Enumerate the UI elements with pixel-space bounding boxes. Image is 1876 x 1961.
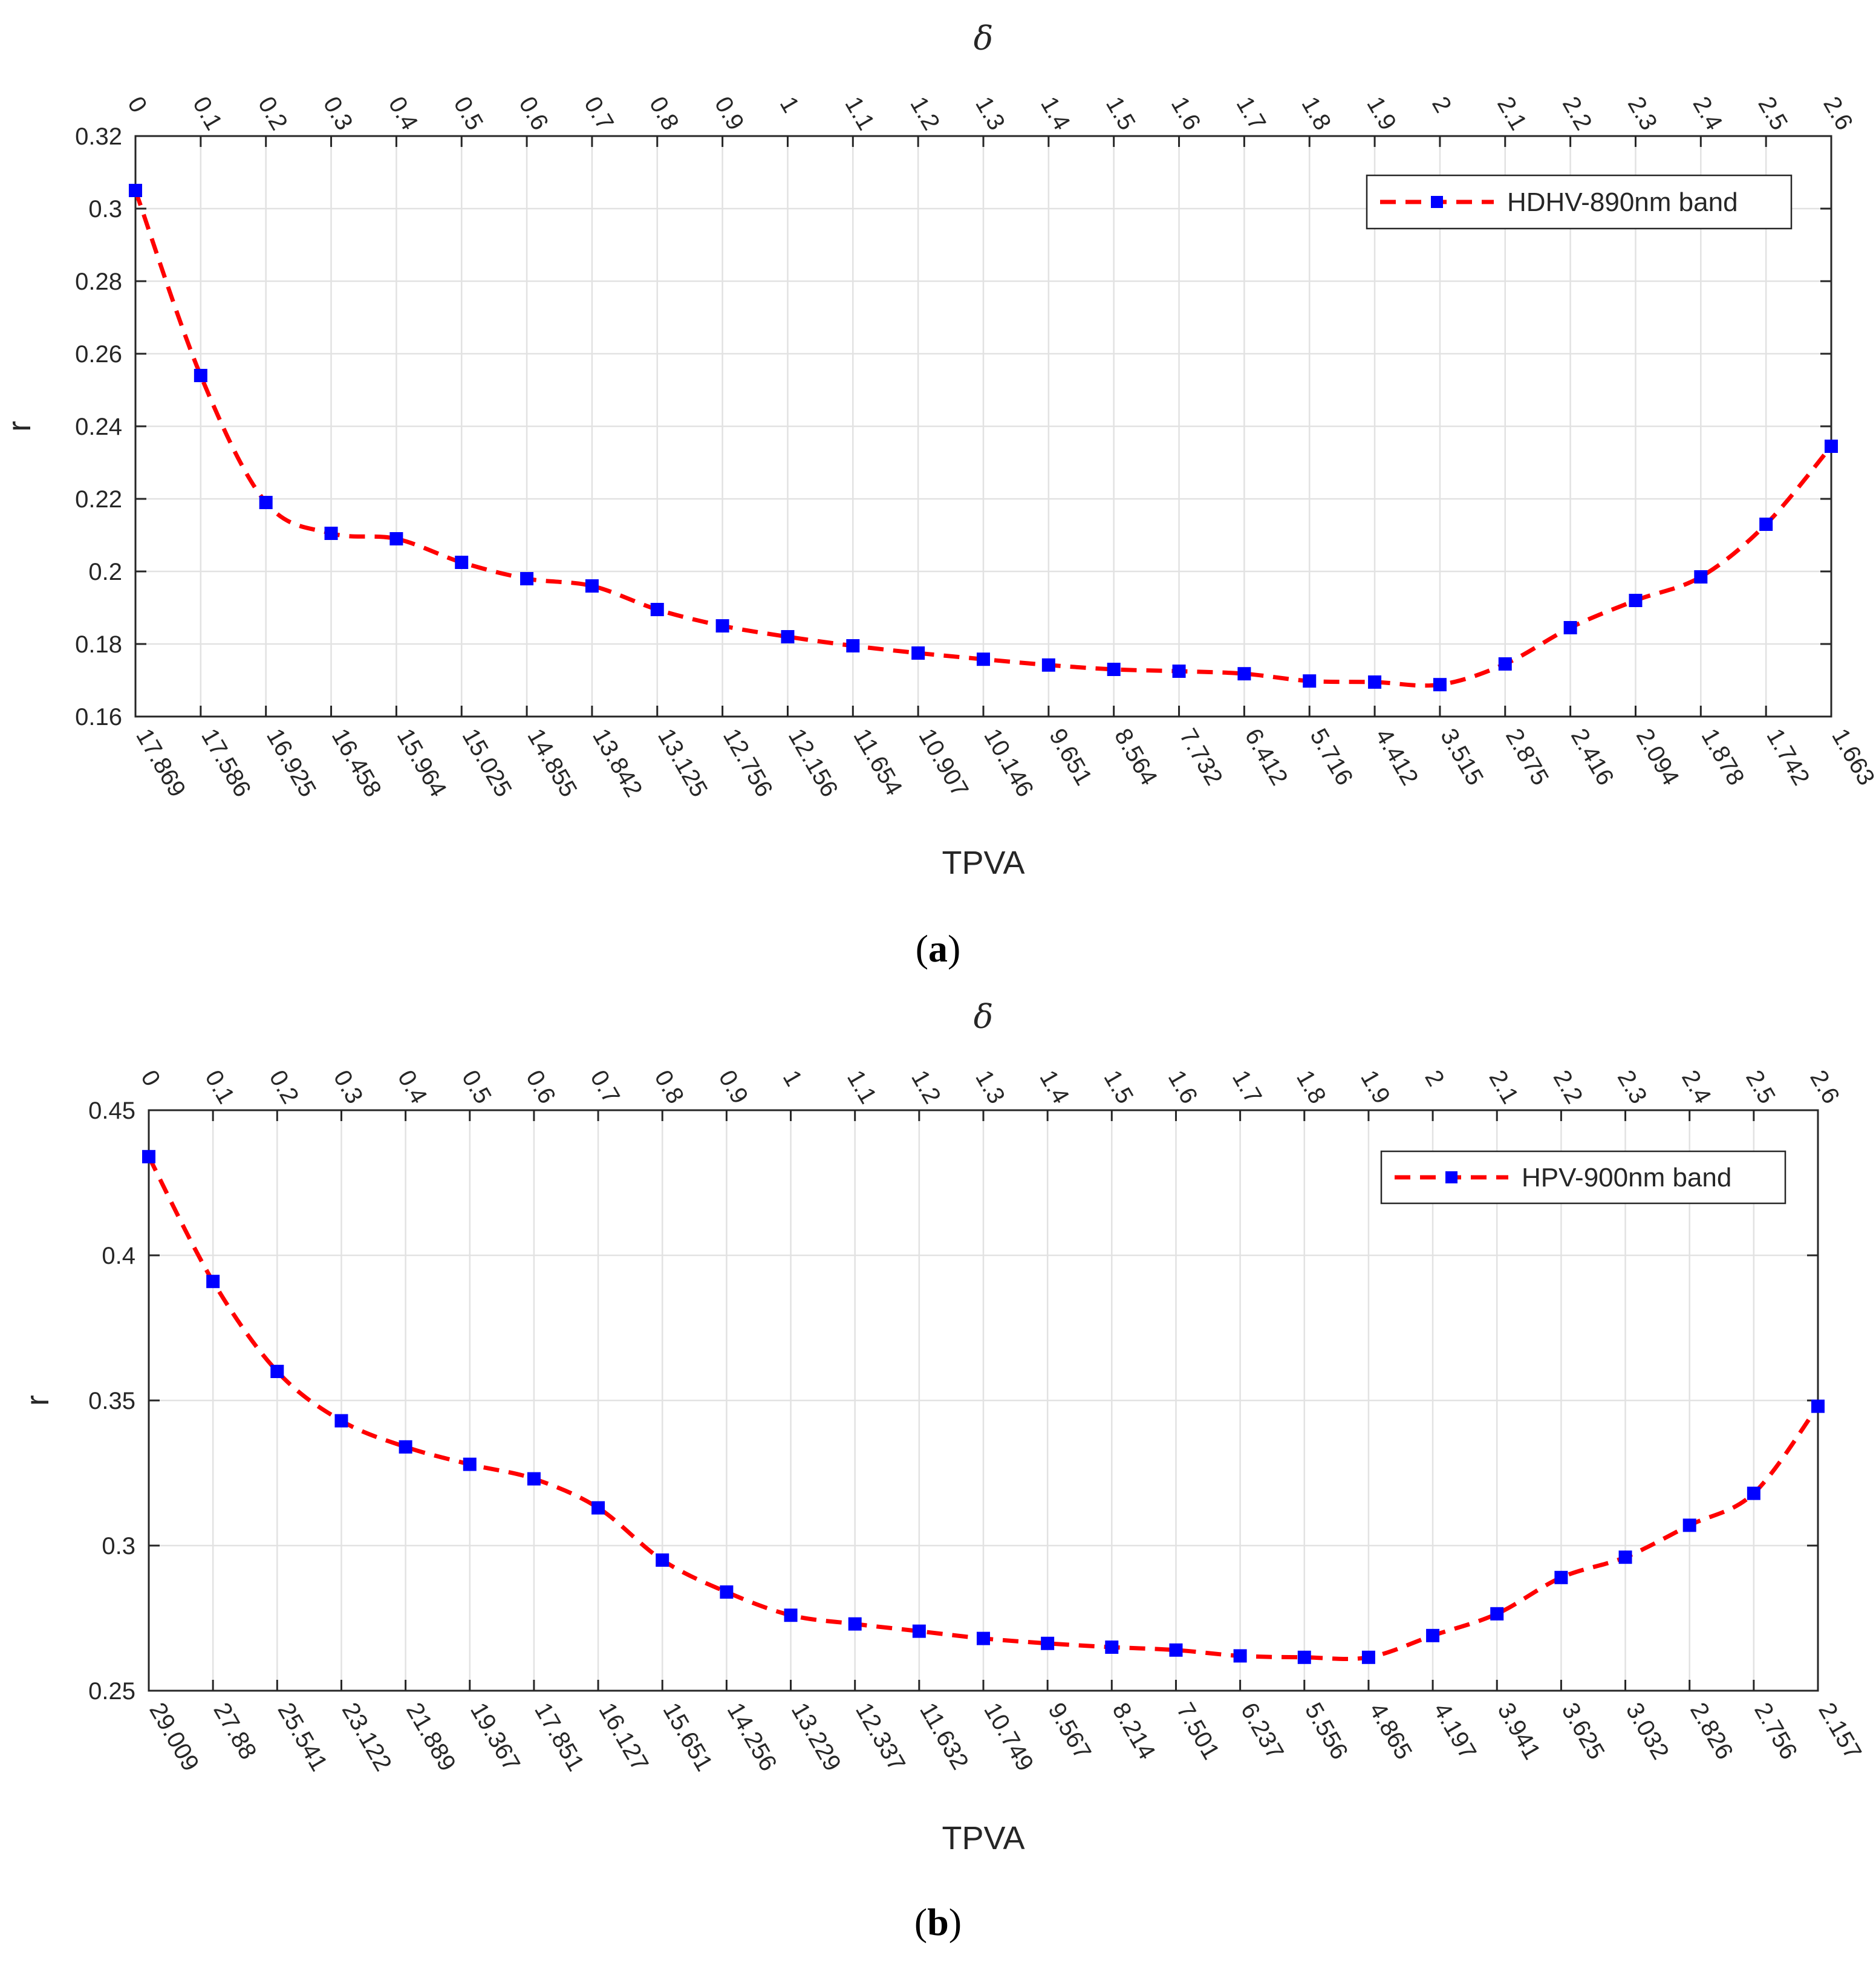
data-point-marker [206,1275,220,1289]
y-tick-labels: 0.25 0.3 0.35 0.4 0.45 [88,1098,135,1705]
data-point-marker [720,1585,734,1599]
data-point-marker [656,1553,669,1567]
y-tick-label: 0.3 [88,196,122,223]
data-point-marker [1747,1486,1760,1500]
panel-caption: (b) [914,1901,962,1943]
data-point-marker [912,1624,926,1638]
data-point-marker [324,527,338,540]
data-point-marker [911,646,925,660]
y-tick-label: 0.35 [88,1388,135,1414]
legend-marker-swatch [1431,196,1443,208]
data-point-marker [1811,1399,1825,1413]
data-point-marker [334,1414,348,1428]
data-point-marker [784,1608,798,1622]
data-point-marker [1105,1641,1119,1654]
data-point-marker [1303,674,1317,688]
y-tick-label: 0.24 [75,414,122,440]
top-axis-title: δ [974,998,994,1036]
data-point-marker [129,184,142,197]
data-point-marker [1297,1650,1311,1664]
y-tick-label: 0.2 [88,559,122,585]
data-point-marker [977,652,990,666]
data-point-marker [1490,1607,1504,1621]
data-point-marker [270,1365,284,1378]
data-point-marker [1041,658,1055,672]
data-point-marker [1433,678,1447,692]
data-point-marker [194,369,207,382]
legend-marker-swatch [1445,1171,1457,1183]
data-point-marker [585,579,599,593]
y-tick-label: 0.16 [75,704,122,730]
data-point-marker [1233,1649,1247,1663]
data-point-marker [1426,1628,1440,1642]
y-axis-title: r [1,421,37,432]
series-layer [142,1150,1825,1664]
data-point-marker [1498,657,1512,671]
top-axis-title: δ [974,19,994,57]
data-point-marker [142,1150,155,1163]
data-point-marker [781,630,795,643]
data-point-marker [259,496,273,509]
data-point-marker [591,1501,605,1515]
data-point-marker [1172,665,1186,678]
data-point-marker [650,603,664,616]
y-tick-label: 0.26 [75,341,122,368]
y-tick-label: 0.45 [88,1098,135,1124]
data-point-marker [1694,570,1708,584]
x-axis-title: TPVA [942,1820,1024,1856]
data-point-marker [1041,1636,1055,1650]
data-point-marker [848,1617,862,1631]
data-point-marker [715,619,729,633]
data-point-marker [389,532,403,545]
y-tick-label: 0.3 [102,1533,135,1559]
data-point-marker [1825,440,1838,453]
y-tick-label: 0.4 [102,1243,135,1269]
data-point-marker [455,556,469,569]
y-tick-label: 0.25 [88,1678,135,1705]
data-point-marker [1368,675,1382,689]
data-point-marker [1629,594,1643,607]
legend: HPV-900nm band [1380,1150,1786,1205]
y-tick-label: 0.28 [75,268,122,295]
y-axis-title: r [19,1395,56,1406]
data-point-marker [1361,1650,1375,1664]
data-point-marker [463,1457,477,1471]
tick-marks [148,1109,1819,1692]
legend-label: HDHV-890nm band [1507,187,1738,217]
tick-marks [134,135,1832,718]
panel-caption-letter: b [927,1901,949,1943]
grid-layer [135,136,1831,717]
data-point-marker [846,639,860,652]
panel-caption-letter: a [928,927,948,970]
data-point-marker [1682,1518,1696,1532]
data-point-marker [977,1631,990,1645]
series-line [146,1156,1820,1662]
y-tick-label: 0.22 [75,486,122,513]
data-point-marker [1107,663,1121,676]
data-point-marker [520,572,534,585]
legend-label: HPV-900nm band [1522,1163,1731,1192]
y-tick-labels: 0.16 0.18 0.2 0.22 0.24 0.26 0.28 0.3 0.32 [75,123,122,730]
data-point-marker [1759,518,1773,531]
legend: HDHV-890nm band [1366,174,1793,230]
grid-layer [149,1110,1818,1691]
data-point-marker [1563,621,1577,634]
y-tick-label: 0.18 [75,631,122,658]
data-point-marker [1618,1550,1632,1564]
series-layer [129,184,1838,692]
panel-caption: (a) [916,927,961,970]
x-axis-title: TPVA [942,845,1024,881]
data-point-marker [1237,667,1251,681]
y-tick-label: 0.32 [75,123,122,150]
data-point-marker [527,1472,541,1486]
series-line [133,189,1833,688]
data-point-marker [399,1440,412,1454]
data-point-marker [1554,1570,1568,1584]
data-point-marker [1169,1643,1183,1657]
